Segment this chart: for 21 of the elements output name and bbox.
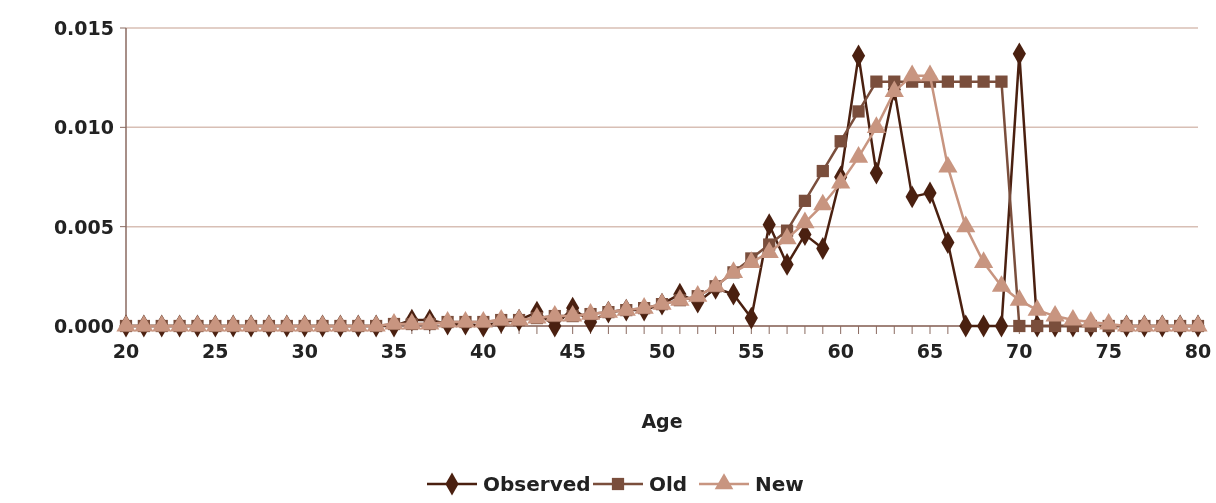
legend-label: Old xyxy=(649,472,688,496)
x-axis-title: Age xyxy=(641,410,683,432)
x-tick-label: 65 xyxy=(916,340,944,362)
x-tick-label: 75 xyxy=(1095,340,1122,362)
y-tick-label: 0.000 xyxy=(53,315,114,337)
x-tick-label: 80 xyxy=(1184,340,1212,362)
x-tick-label: 30 xyxy=(291,340,318,362)
x-tick-label: 60 xyxy=(827,340,854,362)
x-tick-label: 40 xyxy=(470,340,497,362)
x-tick-label: 35 xyxy=(380,340,408,362)
x-tick-label: 25 xyxy=(202,340,229,362)
x-tick-label: 50 xyxy=(648,340,676,362)
y-tick-label: 0.010 xyxy=(53,116,114,139)
x-tick-label: 45 xyxy=(559,340,586,362)
x-tick-label: 20 xyxy=(112,340,140,362)
x-tick-label: 70 xyxy=(1006,340,1033,362)
legend-label: Observed xyxy=(483,472,591,496)
legend-label: New xyxy=(755,472,804,496)
x-tick-label: 55 xyxy=(738,340,765,362)
y-tick-label: 0.005 xyxy=(53,215,114,238)
y-tick-label: 0.015 xyxy=(53,17,114,39)
